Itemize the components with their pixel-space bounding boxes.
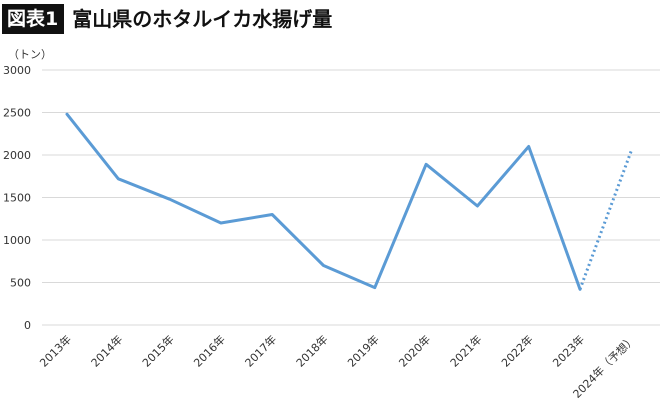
y-axis-unit-label: （トン） xyxy=(8,48,52,61)
y-tick-label: 1000 xyxy=(3,234,31,247)
x-tick-label: 2023年 xyxy=(550,332,587,369)
chart-title: 富山県のホタルイカ水揚げ量 xyxy=(72,7,333,31)
y-tick-label: 3000 xyxy=(3,64,31,77)
x-tick-label: 2014年 xyxy=(88,332,125,369)
figure-header: 図表1 富山県のホタルイカ水揚げ量 xyxy=(2,2,332,36)
x-tick-label: 2020年 xyxy=(396,332,433,369)
y-tick-label: 500 xyxy=(10,277,31,290)
x-tick-label: 2021年 xyxy=(447,332,484,369)
y-tick-label: 1500 xyxy=(3,192,31,205)
x-tick-label: 2017年 xyxy=(242,332,279,369)
y-tick-label: 0 xyxy=(24,319,31,332)
x-tick-label: 2015年 xyxy=(139,332,176,369)
x-tick-label: 2022年 xyxy=(498,332,535,369)
series-lines xyxy=(65,112,633,291)
x-axis-ticks: 2013年 2014年 2015年 2016年 2017年 2018年 2019年 2020年… xyxy=(37,332,639,401)
x-tick-label: 2013年 xyxy=(37,332,74,369)
forecast-line xyxy=(578,150,633,290)
x-tick-label: 2018年 xyxy=(293,332,330,369)
figure-label: 図表1 xyxy=(2,4,65,34)
y-tick-label: 2500 xyxy=(3,107,31,120)
actual-line xyxy=(65,112,582,291)
y-tick-label: 2000 xyxy=(3,149,31,162)
x-tick-label: 2019年 xyxy=(344,332,381,369)
grid-lines xyxy=(42,69,660,326)
y-axis-ticks: 0 500 1000 1500 2000 2500 3000 xyxy=(3,64,31,332)
x-tick-label: 2016年 xyxy=(191,332,228,369)
